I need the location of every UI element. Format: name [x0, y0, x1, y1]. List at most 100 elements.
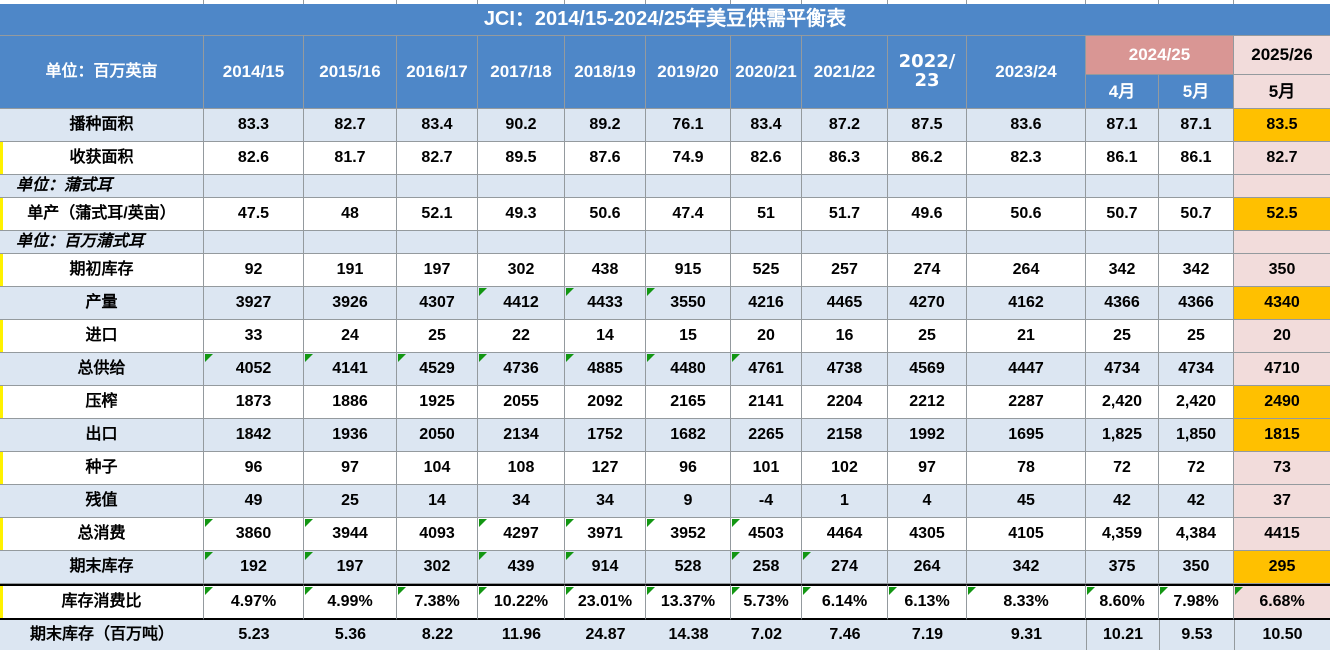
table-cell[interactable]: 50.7 [1159, 198, 1234, 231]
table-cell[interactable]: 1815 [1234, 419, 1330, 452]
table-cell[interactable]: 92 [204, 254, 304, 287]
table-cell[interactable]: 1842 [204, 419, 304, 452]
table-cell[interactable]: 4736 [478, 353, 565, 386]
table-cell[interactable]: 1 [802, 485, 888, 518]
table-cell[interactable]: 82.7 [1234, 142, 1330, 175]
table-cell[interactable]: 10.21 [1086, 620, 1159, 650]
table-cell[interactable]: 83.4 [397, 109, 478, 142]
table-cell[interactable]: 21 [967, 320, 1086, 353]
table-cell[interactable]: 48 [304, 198, 397, 231]
table-cell[interactable]: 525 [731, 254, 802, 287]
table-cell[interactable]: 4366 [1086, 287, 1159, 320]
table-cell[interactable]: 5.36 [304, 620, 397, 650]
row-label[interactable]: 种子 [0, 452, 204, 485]
table-cell[interactable]: 8.22 [397, 620, 478, 650]
row-label[interactable]: 产量 [0, 287, 204, 320]
table-cell[interactable]: 9.31 [967, 620, 1086, 650]
table-cell[interactable]: 2141 [731, 386, 802, 419]
table-cell[interactable]: 4105 [967, 518, 1086, 551]
table-cell[interactable] [802, 175, 888, 198]
table-cell[interactable] [646, 231, 731, 254]
table-cell[interactable]: 52.1 [397, 198, 478, 231]
column-header[interactable]: 2019/20 [646, 36, 731, 109]
table-cell[interactable] [397, 231, 478, 254]
table-cell[interactable]: 4366 [1159, 287, 1234, 320]
table-cell[interactable]: 439 [478, 551, 565, 584]
row-label[interactable]: 期初库存 [0, 254, 204, 287]
table-cell[interactable]: 20 [1234, 320, 1330, 353]
table-cell[interactable]: 20 [731, 320, 802, 353]
table-cell[interactable]: 83.4 [731, 109, 802, 142]
table-cell[interactable]: 42 [1159, 485, 1234, 518]
row-label[interactable]: 收获面积 [0, 142, 204, 175]
table-cell[interactable]: 82.6 [731, 142, 802, 175]
table-cell[interactable]: 4503 [731, 518, 802, 551]
table-cell[interactable] [478, 231, 565, 254]
table-cell[interactable]: 2165 [646, 386, 731, 419]
table-cell[interactable]: 4 [888, 485, 967, 518]
table-cell[interactable]: 342 [967, 551, 1086, 584]
table-cell[interactable]: 14 [565, 320, 646, 353]
table-cell[interactable]: 1925 [397, 386, 478, 419]
column-header[interactable]: 2015/16 [304, 36, 397, 109]
table-cell[interactable]: 50.6 [967, 198, 1086, 231]
table-cell[interactable]: 7.02 [731, 620, 802, 650]
table-cell[interactable] [888, 175, 967, 198]
table-cell[interactable]: 13.37% [646, 584, 731, 620]
table-cell[interactable]: 9 [646, 485, 731, 518]
column-subheader[interactable]: 5月 [1234, 75, 1330, 109]
table-cell[interactable]: 72 [1086, 452, 1159, 485]
table-cell[interactable] [204, 175, 304, 198]
table-cell[interactable]: 22 [478, 320, 565, 353]
table-cell[interactable]: 78 [967, 452, 1086, 485]
row-label[interactable]: 单位：蒲式耳 [0, 175, 204, 198]
table-cell[interactable] [304, 175, 397, 198]
table-cell[interactable]: 86.1 [1086, 142, 1159, 175]
row-label[interactable]: 单位：百万蒲式耳 [0, 231, 204, 254]
row-label[interactable]: 库存消费比 [0, 584, 204, 620]
table-cell[interactable]: 4052 [204, 353, 304, 386]
table-cell[interactable]: 4447 [967, 353, 1086, 386]
table-cell[interactable]: 2050 [397, 419, 478, 452]
row-label[interactable]: 压榨 [0, 386, 204, 419]
table-cell[interactable]: 127 [565, 452, 646, 485]
table-cell[interactable] [731, 231, 802, 254]
table-cell[interactable]: 89.5 [478, 142, 565, 175]
table-cell[interactable]: 6.14% [802, 584, 888, 620]
table-cell[interactable]: 3550 [646, 287, 731, 320]
table-cell[interactable]: 3971 [565, 518, 646, 551]
column-header[interactable]: 2014/15 [204, 36, 304, 109]
table-cell[interactable]: 9.53 [1159, 620, 1234, 650]
table-cell[interactable]: 257 [802, 254, 888, 287]
table-cell[interactable]: 528 [646, 551, 731, 584]
table-cell[interactable]: 82.7 [304, 109, 397, 142]
table-cell[interactable]: 47.5 [204, 198, 304, 231]
table-cell[interactable]: 82.3 [967, 142, 1086, 175]
table-cell[interactable]: 47.4 [646, 198, 731, 231]
column-subheader[interactable]: 5月 [1159, 75, 1234, 109]
table-cell[interactable]: 51.7 [802, 198, 888, 231]
table-cell[interactable]: 7.38% [397, 584, 478, 620]
table-cell[interactable]: 82.7 [397, 142, 478, 175]
table-cell[interactable]: 342 [1159, 254, 1234, 287]
table-cell[interactable]: 342 [1086, 254, 1159, 287]
table-cell[interactable]: 192 [204, 551, 304, 584]
table-cell[interactable]: 302 [478, 254, 565, 287]
table-cell[interactable]: 86.2 [888, 142, 967, 175]
table-cell[interactable]: 4.99% [304, 584, 397, 620]
table-cell[interactable] [967, 231, 1086, 254]
table-cell[interactable] [304, 231, 397, 254]
table-cell[interactable]: 10.50 [1234, 620, 1330, 650]
table-cell[interactable]: 1695 [967, 419, 1086, 452]
table-cell[interactable]: 4480 [646, 353, 731, 386]
column-header[interactable]: 2016/17 [397, 36, 478, 109]
table-cell[interactable] [1234, 175, 1330, 198]
table-cell[interactable] [204, 231, 304, 254]
table-cell[interactable]: 3952 [646, 518, 731, 551]
table-cell[interactable]: 96 [646, 452, 731, 485]
table-cell[interactable]: 51 [731, 198, 802, 231]
table-cell[interactable]: 4885 [565, 353, 646, 386]
table-cell[interactable]: 1752 [565, 419, 646, 452]
table-cell[interactable]: 3926 [304, 287, 397, 320]
table-cell[interactable]: 14 [397, 485, 478, 518]
